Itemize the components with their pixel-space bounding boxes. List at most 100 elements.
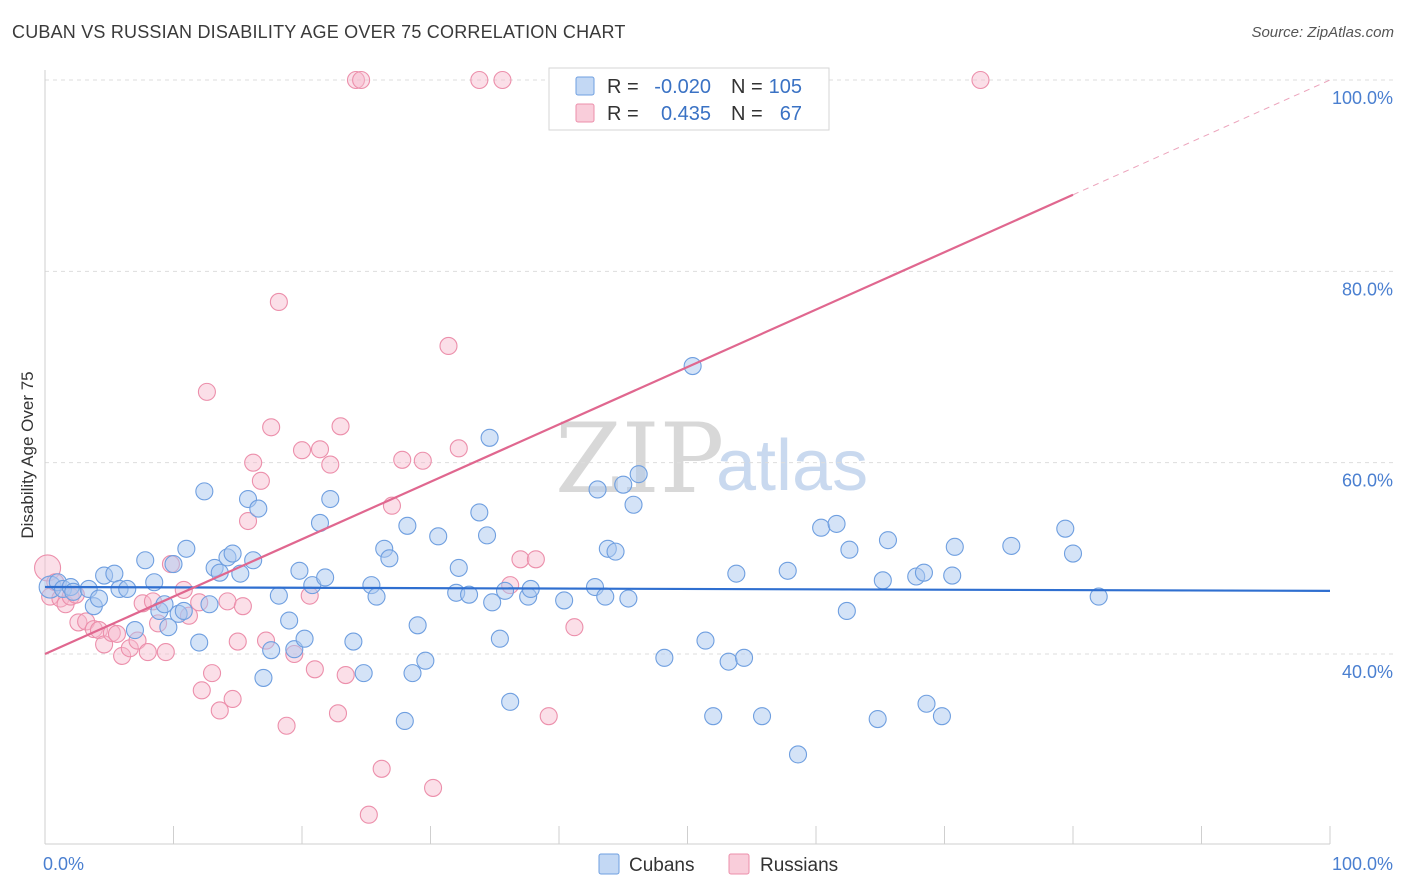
cubans-point: [704, 707, 723, 726]
cubans-point: [932, 707, 951, 726]
cubans-point: [269, 586, 288, 605]
cubans-point: [1063, 544, 1083, 563]
bottom-legend-label-cubans: Cubans: [629, 855, 695, 876]
legend-n-value-russians: 67: [780, 103, 802, 125]
x-axis-ticks: [173, 826, 1331, 844]
legend-n-label-russians: N =: [731, 103, 763, 125]
cubans-point: [408, 616, 427, 635]
cubans-point: [878, 531, 898, 550]
cubans-point: [624, 495, 643, 514]
cubans-point: [501, 692, 520, 711]
russians-point: [113, 646, 132, 665]
cubans-point: [177, 539, 196, 558]
russians-point: [69, 613, 88, 632]
russians-trend-extension: [1072, 79, 1331, 196]
russians-point: [372, 759, 391, 778]
cubans-trend-line: [44, 585, 1331, 592]
cubans-point: [64, 582, 83, 601]
legend-box: [548, 67, 830, 131]
cubans-point: [395, 711, 414, 731]
russians-points: [34, 70, 990, 824]
cubans-point: [477, 526, 497, 545]
cubans-point: [1056, 519, 1075, 538]
y-tick-label-40: 40.0%: [1342, 662, 1393, 682]
cubans-point: [655, 648, 674, 667]
cubans-point: [914, 563, 933, 582]
cubans-point: [316, 568, 335, 587]
y-tick-label-80: 80.0%: [1342, 279, 1393, 299]
russians-point: [470, 70, 489, 90]
russians-point: [359, 805, 378, 824]
legend-swatch-russians: [575, 103, 595, 123]
cubans-point: [429, 527, 448, 546]
trend-lines: [44, 79, 1331, 656]
russians-point: [138, 643, 157, 662]
cubans-point: [449, 558, 468, 577]
bottom-legend-swatch-russians: [728, 853, 750, 875]
cubans-point: [416, 651, 435, 670]
cubans-point: [827, 514, 846, 533]
russians-point: [539, 707, 558, 726]
russians-point: [277, 716, 296, 735]
russians-point: [228, 632, 247, 651]
legend-swatch-cubans: [575, 76, 595, 96]
russians-point: [244, 453, 263, 472]
russians-point: [269, 292, 288, 311]
cubans-point: [118, 579, 137, 598]
russians-point: [305, 660, 324, 679]
cubans-point: [249, 499, 268, 518]
cubans-point: [344, 632, 363, 651]
source-label: Source: ZipAtlas.com: [1251, 24, 1394, 41]
cubans-point: [837, 601, 856, 621]
legend-r-value-russians: 0.435: [661, 103, 711, 125]
cubans-point: [943, 566, 962, 585]
bottom-legend-swatch-cubans: [598, 853, 620, 875]
russians-point: [107, 624, 127, 643]
russians-point: [262, 418, 281, 437]
cubans-point: [254, 668, 273, 687]
cubans-point: [619, 589, 638, 608]
cubans-point: [868, 710, 887, 729]
cubans-point: [164, 555, 183, 574]
cubans-point: [105, 564, 124, 583]
legend-r-label-cubans: R =: [607, 76, 639, 98]
russians-point: [971, 70, 990, 90]
bottom-legend-label-russians: Russians: [760, 855, 838, 876]
cubans-point: [945, 537, 964, 556]
russians-point: [424, 778, 443, 797]
russians-point: [197, 382, 216, 401]
cubans-point: [917, 694, 936, 713]
russians-point: [156, 643, 175, 662]
cubans-point: [190, 633, 209, 652]
cubans-point: [483, 593, 502, 612]
russians-point: [413, 451, 432, 470]
russians-point: [251, 471, 270, 490]
russians-point: [210, 701, 229, 720]
watermark-atlas: atlas: [716, 426, 868, 506]
russians-point: [449, 439, 468, 458]
cubans-point: [696, 631, 715, 650]
russians-point: [77, 612, 96, 631]
russians-point: [120, 639, 139, 658]
cubans-point: [873, 571, 892, 590]
cubans-point: [719, 652, 738, 671]
russians-point: [233, 597, 252, 616]
cubans-point: [380, 549, 399, 568]
russians-point: [310, 440, 330, 459]
cubans-point: [403, 664, 422, 683]
cubans-point: [470, 503, 489, 522]
cubans-point: [174, 601, 193, 621]
russians-point: [565, 618, 584, 637]
cubans-point: [262, 641, 281, 660]
russians-point: [223, 689, 242, 709]
legend-n-label-cubans: N =: [731, 76, 763, 98]
cubans-points: [38, 356, 1108, 764]
cubans-point: [588, 480, 607, 499]
cubans-point: [195, 482, 214, 501]
y-axis-tick-labels: 40.0% 60.0% 80.0% 100.0%: [1332, 88, 1393, 682]
russians-point: [328, 704, 348, 723]
y-tick-label-100: 100.0%: [1332, 88, 1393, 108]
russians-point: [321, 455, 340, 474]
russians-point: [192, 681, 211, 700]
